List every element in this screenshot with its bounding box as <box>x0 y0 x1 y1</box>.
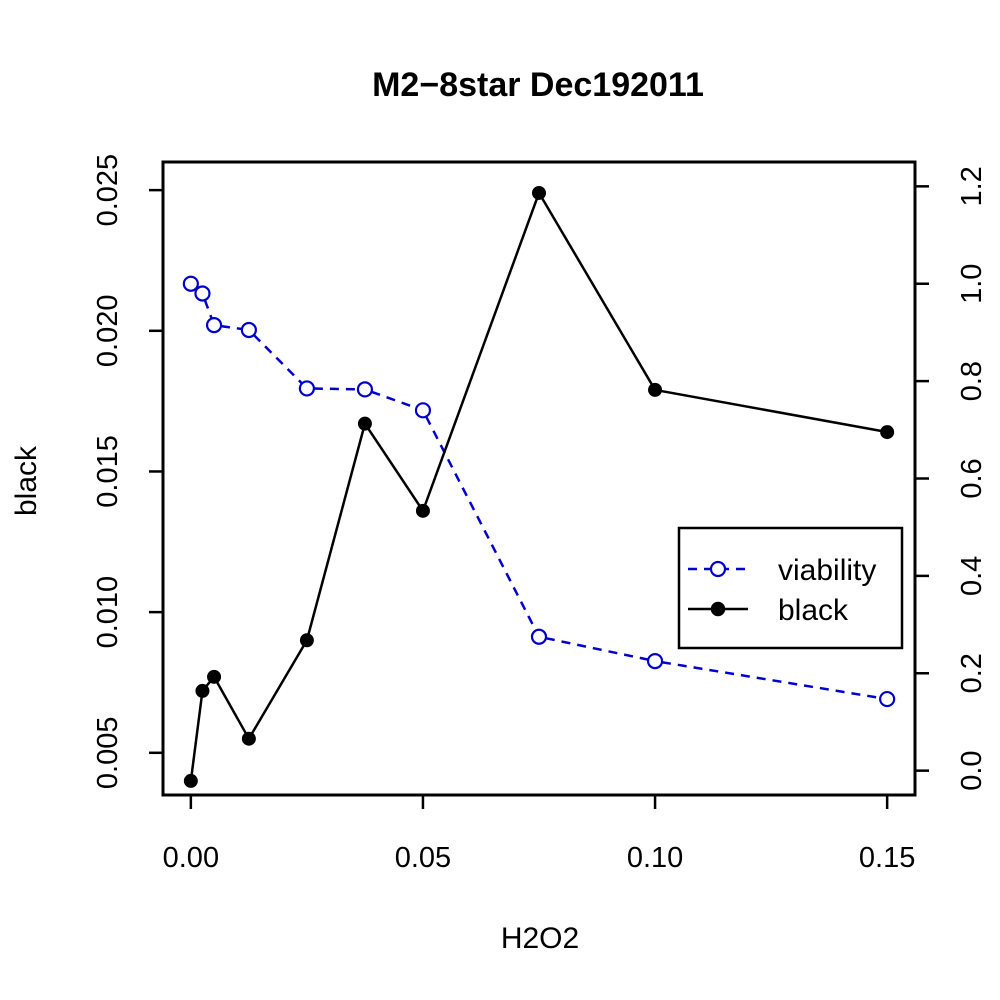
series-black-segment <box>424 198 538 506</box>
series-viability-point <box>530 628 548 645</box>
series-black-point <box>241 731 256 746</box>
series-black-point <box>207 669 222 684</box>
series-viability-segment <box>545 636 649 661</box>
series-viability-point <box>298 380 316 397</box>
legend-box <box>677 526 904 650</box>
legend-label-black: black <box>778 594 849 627</box>
series-viability-point <box>879 690 896 708</box>
series-viability-point <box>205 317 223 334</box>
legend: viability black <box>677 526 904 650</box>
y-axis-left-label: black <box>10 445 43 516</box>
y-right-tick-label: 0.6 <box>956 458 988 498</box>
series-black-segment <box>251 645 305 734</box>
y-left-tick-label: 0.010 <box>92 576 124 649</box>
series-viability-segment <box>661 660 881 700</box>
series-black-segment <box>541 197 653 385</box>
y-left-tick-label: 0.020 <box>92 295 124 368</box>
y-right-tick-label: 1.2 <box>956 166 988 206</box>
y-left-tick-label: 0.005 <box>92 717 124 790</box>
series-viability-point <box>646 652 664 670</box>
y-axis-left: 0.005 0.010 0.015 0.020 0.025 <box>92 154 163 789</box>
x-tick-label: 0.10 <box>627 842 683 874</box>
series-viability-segment <box>252 334 303 385</box>
y-right-tick-label: 0.2 <box>956 653 988 693</box>
series-viability-segment <box>425 415 537 632</box>
series-black-segment <box>307 429 365 635</box>
x-tick-label: 0.05 <box>395 842 451 874</box>
series-black-segment <box>216 681 247 734</box>
series-black-point <box>195 683 210 698</box>
series-viability-segment <box>220 324 243 331</box>
series-black-point <box>415 503 430 518</box>
series-viability-point <box>182 275 199 292</box>
y-right-tick-label: 0.4 <box>956 556 988 596</box>
series-black-point <box>532 185 546 200</box>
series-viability-point <box>194 285 211 302</box>
x-axis: 0.00 0.05 0.10 0.15 <box>163 794 915 874</box>
x-axis-label: H2O2 <box>501 922 579 955</box>
series-black <box>183 185 895 788</box>
x-tick-label: 0.00 <box>163 842 219 874</box>
chart-title: M2−8star Dec192011 <box>372 66 704 104</box>
series-viability-segment <box>313 387 358 391</box>
y-axis-right: 0.0 0.2 0.4 0.6 0.8 1.0 1.2 <box>915 166 988 791</box>
series-black-point <box>880 425 895 440</box>
series-black-segment <box>367 428 421 507</box>
legend-marker-viability <box>709 560 727 578</box>
series-viability-point <box>240 321 257 339</box>
y-left-tick-label: 0.015 <box>92 435 124 508</box>
series-black-segment <box>661 389 881 433</box>
series-viability <box>182 275 896 708</box>
series-viability-point <box>414 402 432 419</box>
legend-marker-black <box>710 601 726 617</box>
series-viability-segment <box>371 390 417 410</box>
y-right-tick-label: 0.8 <box>956 361 988 401</box>
series-black-segment <box>205 681 211 687</box>
legend-label-viability: viability <box>778 554 876 587</box>
series-viability-point <box>356 381 374 398</box>
series-layer <box>182 185 896 788</box>
series-black-point <box>183 773 198 788</box>
series-black-point <box>357 416 372 431</box>
plot-frame <box>161 160 917 797</box>
series-black-segment <box>190 697 203 775</box>
y-right-tick-label: 1.0 <box>956 264 988 304</box>
x-tick-label: 0.15 <box>859 842 915 874</box>
y-left-tick-label: 0.025 <box>92 154 124 227</box>
series-black-point <box>648 382 663 397</box>
y-right-tick-label: 0.0 <box>956 750 988 790</box>
series-viability-segment <box>203 299 213 319</box>
series-black-point <box>299 633 314 648</box>
